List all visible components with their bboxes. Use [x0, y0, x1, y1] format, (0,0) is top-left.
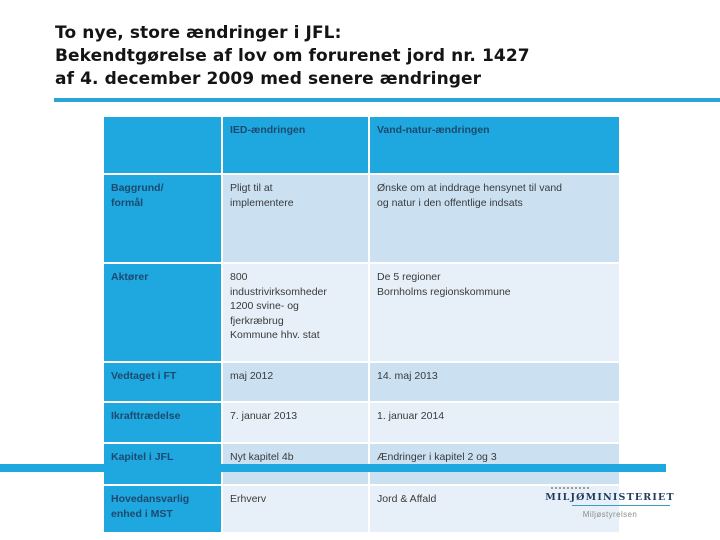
cell-hovedansvarlig-vand: Jord & Affald [370, 486, 619, 532]
table-row-baggrund: Baggrund/ formål Pligt til at implemente… [104, 175, 619, 262]
table-header-row: IED-ændringen Vand-natur-ændringen [104, 117, 619, 173]
row-label-aktoerer: Aktører [104, 264, 221, 361]
cell-baggrund-vand: Ønske om at inddrage hensynet til vand o… [370, 175, 619, 262]
column-header-ied: IED-ændringen [223, 117, 368, 173]
comparison-table: IED-ændringen Vand-natur-ændringen Baggr… [102, 115, 621, 534]
table-corner-cell [104, 117, 221, 173]
footer-rule [0, 464, 666, 472]
table-row-aktoerer: Aktører 800 industrivirksomheder 1200 sv… [104, 264, 619, 361]
ministry-logo: MILJØMINISTERIET Miljøstyrelsen [545, 487, 675, 519]
table-row-hovedansvarlig: Hovedansvarlig enhed i MST Erhverv Jord … [104, 486, 619, 532]
logo-ornament-dots-icon [551, 487, 589, 489]
cell-aktoerer-ied: 800 industrivirksomheder 1200 svine- og … [223, 264, 368, 361]
ministry-wordmark: MILJØMINISTERIET [545, 492, 675, 503]
cell-vedtaget-ied: maj 2012 [223, 363, 368, 401]
row-label-baggrund: Baggrund/ formål [104, 175, 221, 262]
table-row-ikrafttraedelse: Ikrafttrædelse 7. januar 2013 1. januar … [104, 403, 619, 442]
cell-vedtaget-vand: 14. maj 2013 [370, 363, 619, 401]
cell-aktoerer-vand: De 5 regioner Bornholms regionskommune [370, 264, 619, 361]
row-label-hovedansvarlig: Hovedansvarlig enhed i MST [104, 486, 221, 532]
table-row-vedtaget: Vedtaget i FT maj 2012 14. maj 2013 [104, 363, 619, 401]
title-underline-rule [54, 98, 720, 102]
slide-title: To nye, store ændringer i JFL: Bekendtgø… [55, 23, 530, 89]
row-label-ikrafttraedelse: Ikrafttrædelse [104, 403, 221, 442]
logo-underline [572, 505, 670, 506]
cell-ikrafttraedelse-vand: 1. januar 2014 [370, 403, 619, 442]
cell-ikrafttraedelse-ied: 7. januar 2013 [223, 403, 368, 442]
row-label-vedtaget: Vedtaget i FT [104, 363, 221, 401]
cell-hovedansvarlig-ied: Erhverv [223, 486, 368, 532]
cell-baggrund-ied: Pligt til at implementere [223, 175, 368, 262]
agency-name: Miljøstyrelsen [582, 510, 638, 519]
column-header-vand-natur: Vand-natur-ændringen [370, 117, 619, 173]
